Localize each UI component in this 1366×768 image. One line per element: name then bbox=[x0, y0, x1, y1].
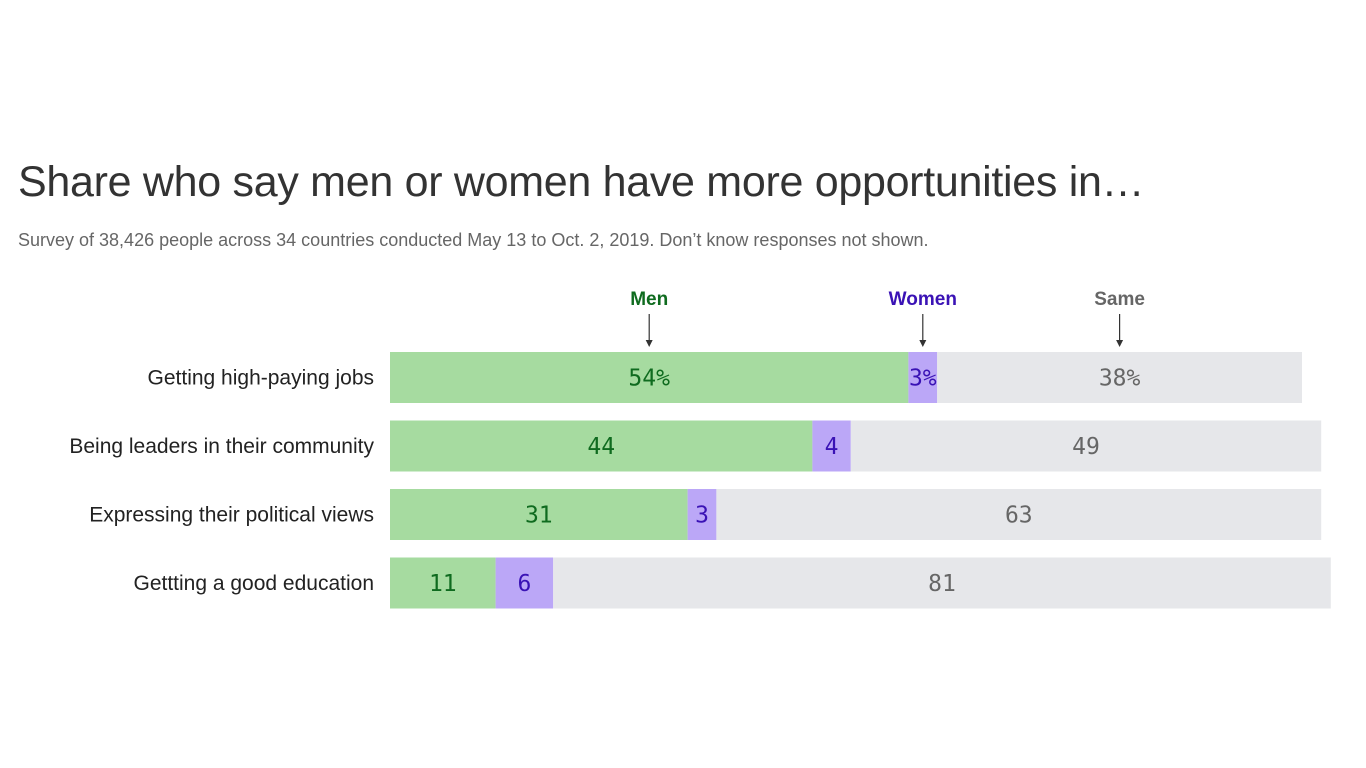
chart-subtitle: Survey of 38,426 people across 34 countr… bbox=[18, 230, 929, 250]
bar-same bbox=[553, 557, 1331, 609]
data-label: 6 bbox=[517, 571, 531, 597]
bar-men bbox=[390, 489, 688, 540]
data-label: 3% bbox=[909, 366, 937, 392]
bar-same bbox=[937, 352, 1302, 403]
data-label: 44 bbox=[587, 434, 615, 460]
legend-men: Men bbox=[630, 289, 668, 310]
legend-women: Women bbox=[889, 289, 957, 310]
bar-same bbox=[850, 420, 1322, 472]
data-label: 38% bbox=[1099, 366, 1141, 392]
bar-men bbox=[390, 557, 496, 609]
data-label: 49 bbox=[1072, 434, 1100, 460]
bar-women bbox=[687, 489, 717, 540]
arrow-head-icon bbox=[919, 340, 927, 347]
data-label: 11 bbox=[429, 571, 457, 597]
legend-same: Same bbox=[1094, 289, 1145, 310]
arrow-head-icon bbox=[1116, 340, 1124, 347]
category-label: Expressing their political views bbox=[89, 504, 374, 527]
data-label: 54% bbox=[628, 366, 670, 392]
bar-women bbox=[908, 352, 938, 403]
chart-title: Share who say men or women have more opp… bbox=[18, 158, 1145, 206]
data-label: 4 bbox=[825, 434, 839, 460]
bar-same bbox=[716, 489, 1322, 540]
bar-men bbox=[390, 420, 813, 472]
category-label: Gettting a good education bbox=[133, 572, 374, 595]
data-label: 3 bbox=[695, 503, 709, 529]
data-label: 63 bbox=[1005, 503, 1033, 529]
bar-women bbox=[495, 557, 554, 609]
data-label: 31 bbox=[525, 503, 553, 529]
category-label: Getting high-paying jobs bbox=[148, 367, 374, 390]
category-label: Being leaders in their community bbox=[69, 435, 374, 458]
bar-women bbox=[812, 420, 851, 472]
bar-men bbox=[390, 352, 909, 403]
arrow-head-icon bbox=[645, 340, 653, 347]
data-label: 81 bbox=[928, 571, 956, 597]
